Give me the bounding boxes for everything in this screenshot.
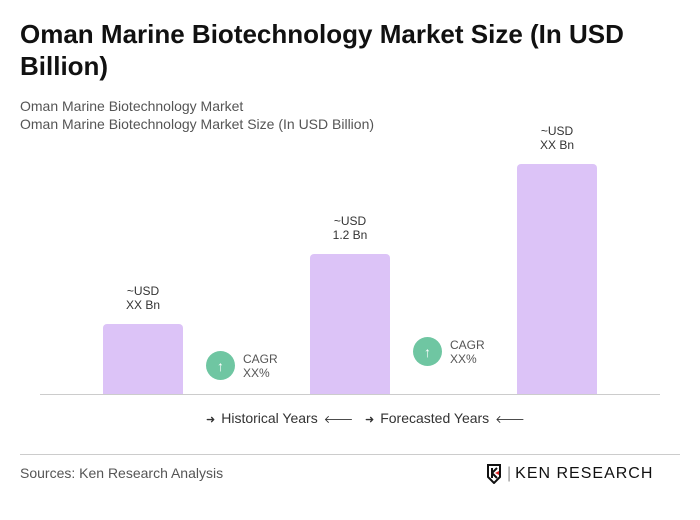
legend-forecasted: ➜ Forecasted Years 🡐 bbox=[359, 410, 531, 426]
cagr-badge-1: ↑ CAGR XX% bbox=[206, 351, 278, 380]
subtitle: Oman Marine Biotechnology Market bbox=[20, 98, 244, 114]
source-text: Sources: Ken Research Analysis bbox=[20, 465, 224, 481]
legend-historical: ➜ Historical Years 🡐 bbox=[200, 410, 359, 426]
chart-title: Oman Marine Biotechnology Market Size (I… bbox=[20, 19, 624, 81]
subtitle-2: Oman Marine Biotechnology Market Size (I… bbox=[20, 116, 375, 132]
data-label: ~USD XX Bn bbox=[539, 124, 575, 153]
x-axis bbox=[40, 394, 660, 395]
cagr-label: CAGR bbox=[243, 351, 278, 366]
data-label: ~USD 1.2 Bn bbox=[332, 214, 368, 242]
bar-2 bbox=[310, 254, 390, 394]
logo-text: KEN RESEARCH bbox=[515, 465, 654, 482]
divider bbox=[20, 454, 680, 455]
cagr-label: CAGR bbox=[450, 337, 485, 352]
data-label: ~USD XX Bn bbox=[125, 284, 161, 312]
arrow-right-icon: ➜ bbox=[365, 414, 375, 426]
arrow-left-icon: 🡐 bbox=[495, 414, 525, 426]
cagr-value: XX% bbox=[450, 351, 477, 366]
bar-1 bbox=[103, 324, 183, 394]
ken-research-logo: | KEN RESEARCH bbox=[486, 464, 653, 484]
cagr-badge-2: ↑ CAGR XX% bbox=[413, 337, 485, 366]
arrow-right-icon: ➜ bbox=[206, 414, 216, 426]
arrow-left-icon: 🡐 bbox=[323, 414, 354, 426]
arrow-up-icon: ↑ bbox=[413, 337, 442, 366]
legend-label: Historical Years bbox=[221, 410, 318, 426]
arrow-up-icon: ↑ bbox=[206, 351, 235, 380]
cagr-value: XX% bbox=[243, 365, 270, 380]
logo-mark-icon bbox=[487, 464, 501, 484]
legend-label: Forecasted Years bbox=[380, 410, 490, 426]
bar-3 bbox=[517, 164, 597, 394]
